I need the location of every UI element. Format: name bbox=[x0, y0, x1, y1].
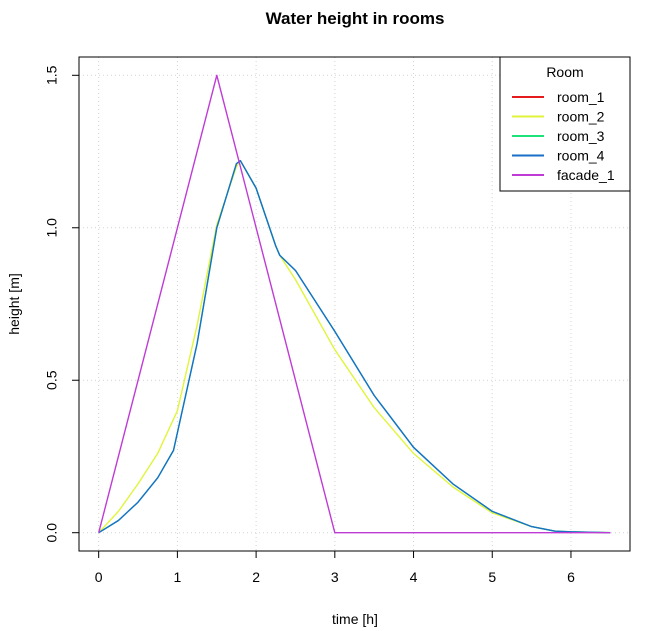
y-tick-label-2: 1.0 bbox=[44, 218, 60, 238]
legend: Room room_1 room_2 room_3 room_4 facade_1 bbox=[499, 56, 631, 192]
series-line-room_4 bbox=[98, 159, 611, 534]
x-tick-label-2: 2 bbox=[252, 569, 260, 585]
y-tick-label-0: 0.0 bbox=[44, 523, 60, 543]
x-axis: 0 1 2 3 4 5 6 bbox=[95, 550, 575, 585]
legend-label-room_1: room_1 bbox=[557, 89, 605, 105]
x-tick-label-4: 4 bbox=[410, 569, 418, 585]
y-tick-label-1: 0.5 bbox=[44, 370, 60, 390]
chart-title: Water height in rooms bbox=[266, 9, 445, 28]
x-tick-label-5: 5 bbox=[488, 569, 496, 585]
x-tick-label-0: 0 bbox=[95, 569, 103, 585]
legend-label-facade_1: facade_1 bbox=[557, 167, 615, 183]
x-axis-label: time [h] bbox=[332, 611, 378, 627]
x-tick-label-1: 1 bbox=[173, 569, 181, 585]
x-tick-label-3: 3 bbox=[331, 569, 339, 585]
y-axis: 0.0 0.5 1.0 1.5 bbox=[44, 65, 80, 543]
y-tick-label-3: 1.5 bbox=[44, 65, 60, 85]
series-lines bbox=[98, 74, 611, 534]
legend-items: room_1 room_2 room_3 room_4 facade_1 bbox=[512, 89, 615, 183]
y-axis-label: height [m] bbox=[6, 273, 22, 334]
legend-label-room_2: room_2 bbox=[557, 109, 605, 125]
x-tick-label-6: 6 bbox=[567, 569, 575, 585]
legend-box bbox=[499, 56, 631, 192]
series-line-facade_1 bbox=[98, 74, 611, 534]
legend-title: Room bbox=[546, 64, 583, 80]
series-line-room_2 bbox=[98, 159, 611, 534]
series-line-room_3 bbox=[98, 159, 611, 534]
legend-label-room_4: room_4 bbox=[557, 148, 605, 164]
legend-label-room_3: room_3 bbox=[557, 128, 605, 144]
